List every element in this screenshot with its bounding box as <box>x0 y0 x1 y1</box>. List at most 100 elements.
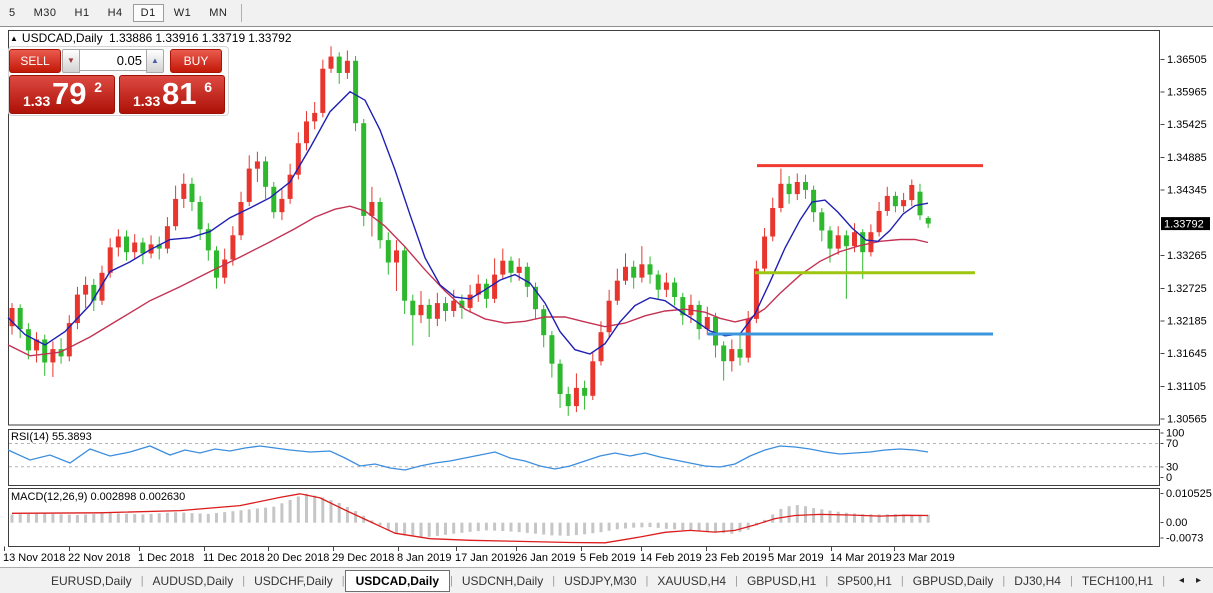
date-axis-label: 5 Feb 2019 <box>580 552 636 564</box>
price-axis-label: 1.31645 <box>1167 348 1207 360</box>
rsi-label: RSI(14) 55.3893 <box>11 431 92 443</box>
trade-panel-controls: SELL ▼ ▲ BUY <box>9 49 222 73</box>
date-axis-label: 23 Feb 2019 <box>705 552 767 564</box>
chart-tab-gbpusd-daily[interactable]: GBPUSD,Daily <box>912 573 994 588</box>
toolbar-separator <box>241 4 243 22</box>
trade-panel-prices: 1.33 79 2 1.33 81 6 <box>9 75 225 114</box>
buy-price-button[interactable]: 1.33 81 6 <box>119 75 225 114</box>
chart-tab-sp500-h1[interactable]: SP500,H1 <box>837 573 892 588</box>
chart-tab-usdcad-daily[interactable]: USDCAD,Daily <box>344 569 450 592</box>
chart-tab-gbpusd-h1[interactable]: GBPUSD,H1 <box>746 573 817 588</box>
tab-scroll-left-icon[interactable]: ◂ <box>1178 575 1184 586</box>
rsi-axis-label: 70 <box>1166 438 1178 450</box>
ohlc-open: 1.33886 <box>108 31 153 45</box>
rsi-pane-frame <box>8 429 1160 486</box>
macd-axis-label: -0.0073 <box>1166 533 1203 545</box>
macd-axis-label: 0.010525 <box>1166 488 1212 500</box>
date-axis-label: 20 Dec 2018 <box>267 552 329 564</box>
rsi-axis-label: 100 <box>1166 428 1184 440</box>
tab-separator: | <box>825 574 829 587</box>
symbol-tab-bar: EURUSD,Daily | AUDUSD,Daily | USDCHF,Daily | U… <box>0 567 1213 593</box>
price-axis-label: 1.34885 <box>1167 152 1207 164</box>
collapse-icon[interactable]: ▲ <box>10 34 18 43</box>
price-chart-canvas[interactable]: 1.365051.359651.354251.348851.343451.332… <box>0 27 1213 567</box>
fast-ma-line <box>7 90 929 355</box>
sell-price-prefix: 1.33 <box>23 93 51 109</box>
chart-window: 1.36505 1.35965 1.35425 1.34885 1.34345 1.332… <box>0 27 1213 567</box>
one-click-trading-panel: SELL ▼ ▲ BUY 1.33 79 2 1.33 81 6 <box>8 46 229 116</box>
chart-tab-usdcnh-daily[interactable]: USDCNH,Daily <box>461 573 544 588</box>
rsi-axis-label: 30 <box>1166 461 1178 473</box>
timeframe-button-h4[interactable]: H4 <box>107 7 123 19</box>
volume-increase-button[interactable]: ▲ <box>146 49 164 73</box>
price-axis: 1.36505 1.35965 1.35425 1.34885 1.34345 1.332… <box>1160 54 1207 426</box>
timeframe-button-mn[interactable]: MN <box>209 7 228 19</box>
sell-price-pip: 2 <box>94 79 102 95</box>
buy-button[interactable]: BUY <box>170 49 222 73</box>
tab-separator: | <box>552 574 556 587</box>
candlesticks <box>9 46 931 416</box>
buy-price-big: 81 <box>162 76 197 111</box>
ohlc-low: 1.33719 <box>201 31 246 45</box>
current-price-marker <box>1161 217 1210 231</box>
timeframe-button-h1[interactable]: H1 <box>74 7 90 19</box>
timeframe-button-m30[interactable]: M30 <box>33 7 57 19</box>
date-axis: 13 Nov 2018 22 Nov 2018 1 Dec 2018 11 Dec 2… <box>3 546 955 564</box>
rsi-line <box>7 445 929 471</box>
timeframe-toolbar: 5 M30 H1 H4 D1 W1 MN <box>0 0 1213 27</box>
tab-separator: | <box>341 574 345 587</box>
price-axis-label: 1.33265 <box>1167 250 1207 262</box>
buy-price-pip: 6 <box>204 79 212 95</box>
chart-header: ▲ USDCAD,Daily 1.33886 1.33916 1.33719 1.337… <box>10 31 295 45</box>
volume-decrease-button[interactable]: ▼ <box>62 49 80 73</box>
price-axis-label: 1.32725 <box>1167 283 1207 295</box>
chart-tab-eurusd-daily[interactable]: EURUSD,Daily <box>51 573 132 588</box>
price-axis-label: 1.35425 <box>1167 119 1207 131</box>
tab-separator: | <box>645 574 649 587</box>
macd-label: MACD(12,26,9) 0.002898 0.002630 <box>11 491 185 503</box>
rsi-axis-label: 0 <box>1166 472 1172 484</box>
date-axis-label: 26 Jan 2019 <box>515 552 576 564</box>
date-axis-label: 23 Mar 2019 <box>893 552 955 564</box>
price-axis-label: 1.31105 <box>1167 381 1206 393</box>
ohlc-high: 1.33916 <box>155 31 199 45</box>
chart-tab-dj30-h4[interactable]: DJ30,H4 <box>1014 573 1061 588</box>
date-axis-label: 1 Dec 2018 <box>138 552 194 564</box>
timeframe-button-d1[interactable]: D1 <box>132 4 164 22</box>
slow-ma-line <box>7 205 929 357</box>
price-axis-label: 1.34345 <box>1167 185 1207 197</box>
tab-scroll-right-icon[interactable]: ▸ <box>1195 575 1201 586</box>
tab-separator: | <box>140 574 144 587</box>
price-axis-label: 1.36505 <box>1167 54 1207 66</box>
sell-price-button[interactable]: 1.33 79 2 <box>9 75 115 114</box>
tab-separator: | <box>735 574 738 587</box>
chart-tab-audusd-daily[interactable]: AUDUSD,Daily <box>152 573 234 588</box>
volume-input[interactable] <box>80 49 146 71</box>
chart-tab-tech100-h1[interactable]: TECH100,H1 <box>1081 573 1154 588</box>
date-axis-label: 14 Feb 2019 <box>640 552 702 564</box>
chart-tab-usdchf-daily[interactable]: USDCHF,Daily <box>254 573 333 588</box>
tab-separator: | <box>242 574 246 587</box>
sell-button[interactable]: SELL <box>9 49 61 73</box>
sell-price-big: 79 <box>52 76 87 111</box>
date-axis-label: 11 Dec 2018 <box>203 552 265 564</box>
macd-axis-label: 0.00 <box>1166 517 1187 529</box>
timeframe-button-5[interactable]: 5 <box>9 7 16 19</box>
price-axis-label: 1.32185 <box>1167 316 1207 328</box>
chart-tab-xauusd-h4[interactable]: XAUUSD,H4 <box>657 573 727 588</box>
chart-tab-usdjpy-m30[interactable]: USDJPY,M30 <box>564 573 637 588</box>
tab-separator: | <box>450 574 453 587</box>
date-axis-label: 8 Jan 2019 <box>397 552 451 564</box>
buy-price-prefix: 1.33 <box>133 93 161 109</box>
date-axis-label: 22 Nov 2018 <box>68 552 130 564</box>
tab-separator: | <box>1069 574 1073 587</box>
date-axis-label: 5 Mar 2019 <box>768 552 824 564</box>
timeframe-button-w1[interactable]: W1 <box>173 7 192 19</box>
price-axis-label: 1.30565 <box>1167 414 1207 426</box>
date-axis-label: 13 Nov 2018 <box>3 552 65 564</box>
tab-separator: | <box>1002 574 1006 587</box>
date-axis-label: 14 Mar 2019 <box>830 552 892 564</box>
ohlc-close: 1.33792 <box>248 31 292 45</box>
tab-separator: | <box>900 574 904 587</box>
